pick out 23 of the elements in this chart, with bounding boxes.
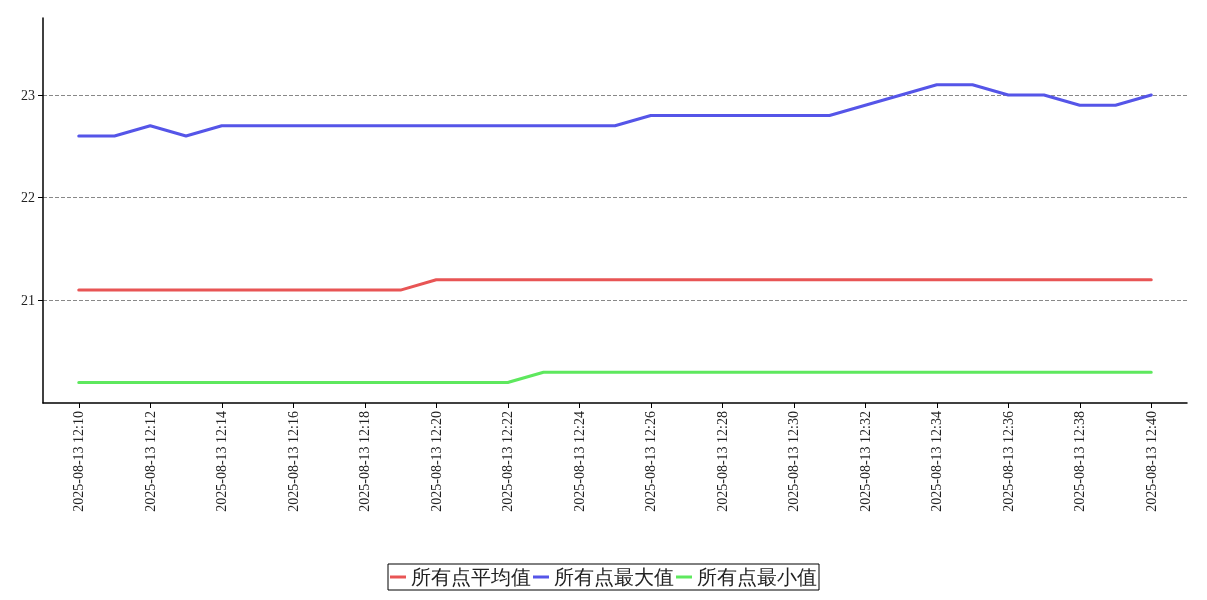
- x-tick-label: 2025-08-13 12:12: [142, 411, 158, 512]
- x-tick-label: 2025-08-13 12:18: [357, 411, 373, 512]
- x-tick-label: 2025-08-13 12:40: [1143, 411, 1159, 512]
- legend-label: 所有点最小值: [697, 566, 817, 588]
- x-tick-label: 2025-08-13 12:36: [1000, 411, 1016, 512]
- x-tick-label: 2025-08-13 12:14: [214, 411, 230, 512]
- x-tick-label: 2025-08-13 12:32: [857, 411, 873, 512]
- x-tick-label: 2025-08-13 12:10: [71, 411, 87, 512]
- x-tick-label: 2025-08-13 12:34: [929, 411, 945, 512]
- line-series: [77, 83, 1153, 138]
- legend-label: 所有点最大值: [554, 566, 674, 588]
- x-tick-label: 2025-08-13 12:38: [1072, 411, 1088, 512]
- y-tick-label: 21: [21, 292, 35, 308]
- x-tick-label: 2025-08-13 12:24: [571, 411, 587, 512]
- x-tick-label: 2025-08-13 12:22: [500, 411, 516, 512]
- x-tick-label: 2025-08-13 12:30: [786, 411, 802, 512]
- y-tick-label: 22: [21, 190, 35, 206]
- x-tick-label: 2025-08-13 12:16: [285, 411, 301, 512]
- y-tick-label: 23: [21, 87, 35, 103]
- x-tick-label: 2025-08-13 12:20: [428, 411, 444, 512]
- legend-label: 所有点平均值: [411, 566, 531, 588]
- x-tick-label: 2025-08-13 12:28: [714, 411, 730, 512]
- x-tick-label: 2025-08-13 12:26: [643, 411, 659, 512]
